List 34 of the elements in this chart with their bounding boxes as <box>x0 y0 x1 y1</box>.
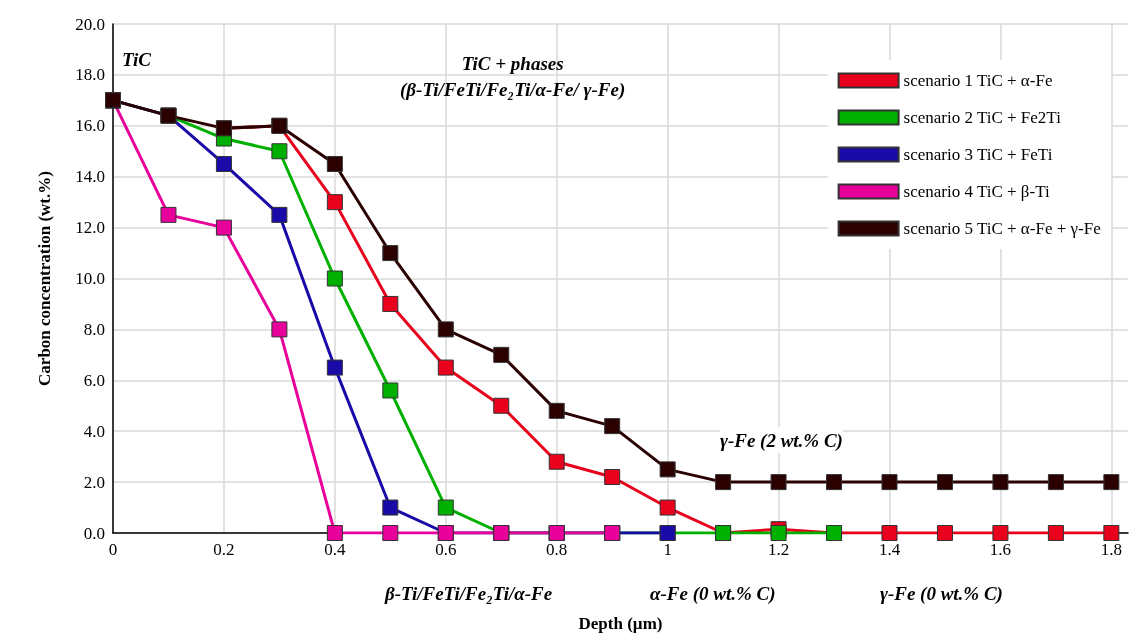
y-tick-label: 18.0 <box>75 65 105 85</box>
x-tick-label: 0.4 <box>324 540 346 559</box>
x-tick-label: 1.6 <box>989 540 1012 559</box>
annotation: TiC + phases (β-Ti/FeTi/Fe₂Ti/α-Fe/ γ-Fe) <box>399 52 626 101</box>
annotation: γ-Fe (2 wt.% C) <box>720 429 843 452</box>
x-tick-label: 0.2 <box>213 540 235 559</box>
legend-label: scenario 4 TiC + β-Ti <box>903 182 1050 201</box>
legend-label: scenario 1 TiC + α-Fe <box>903 71 1053 90</box>
x-tick-label: 1.8 <box>1100 540 1122 559</box>
legend-label: scenario 5 TiC + α-Fe + γ-Fe <box>903 219 1101 238</box>
x-tick-label: 0.8 <box>546 540 568 559</box>
y-tick-label: 16.0 <box>75 116 105 136</box>
y-tick-label: 0.0 <box>83 523 105 543</box>
x-tick-label: 0 <box>108 540 118 559</box>
y-tick-label: 8.0 <box>83 319 105 339</box>
y-tick-label: 14.0 <box>75 167 105 187</box>
y-axis-title: Carbon concentration (wt.%) <box>35 171 54 386</box>
legend-label: scenario 3 TiC + FeTi <box>903 145 1053 164</box>
text: γ-Fe (0 wt.% C) <box>880 582 1003 605</box>
y-tick-label: 12.0 <box>75 218 105 238</box>
x-tick-label: 1.2 <box>767 540 790 559</box>
x-axis-title: Depth (µm) <box>578 614 663 633</box>
y-tick-label: 2.0 <box>83 472 105 492</box>
text: α-Fe (0 wt.% C) <box>650 582 776 605</box>
x-tick-label: 0.6 <box>435 540 457 559</box>
text: β-Ti/FeTi/Fe₂Ti/α-Fe <box>384 582 553 604</box>
legend-label: scenario 2 TiC + Fe2Ti <box>903 108 1062 127</box>
x-tick-label: 1 <box>663 540 672 559</box>
y-tick-label: 10.0 <box>75 269 105 288</box>
x-tick-label: 1.4 <box>878 540 901 559</box>
y-tick-label: 4.0 <box>83 421 105 441</box>
y-tick-label: 6.0 <box>83 370 105 390</box>
y-tick-label: 20.0 <box>75 14 105 34</box>
annotation: TiC <box>122 48 152 70</box>
